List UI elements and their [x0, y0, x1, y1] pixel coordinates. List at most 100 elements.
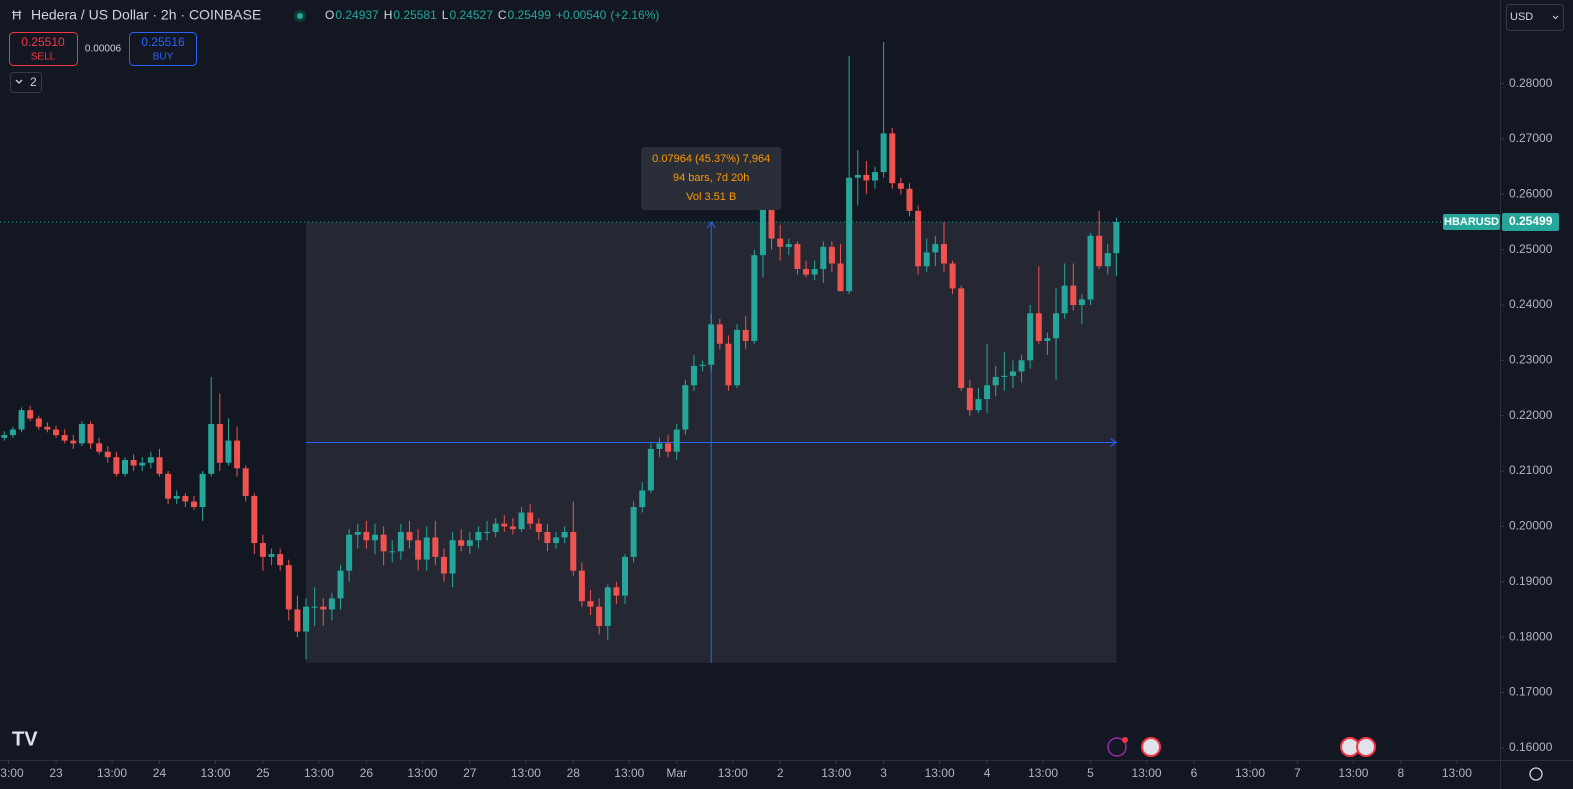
candle-body: [139, 462, 146, 466]
candle-body: [70, 440, 77, 444]
candle-body: [18, 410, 25, 430]
candle-body: [1009, 371, 1016, 376]
candle-body: [1070, 285, 1077, 305]
event-badge: [1122, 737, 1128, 743]
candle-body: [949, 263, 956, 289]
candle-body: [122, 459, 128, 474]
symbol-tag-label: HBARUSD: [1444, 216, 1499, 228]
candle-body: [35, 418, 42, 427]
x-tick-label: 13:00: [1338, 766, 1368, 780]
price-tag-label: 0.25499: [1509, 214, 1553, 228]
ohlc-value: 0.25499: [508, 8, 552, 22]
ohlc-label: H: [384, 8, 393, 22]
y-tick-label: 0.21000: [1509, 463, 1553, 477]
candle-body: [147, 457, 154, 463]
candle-body: [578, 570, 585, 602]
candle-body: [1053, 313, 1060, 339]
event-icon[interactable]: [1107, 737, 1127, 757]
candle-body: [846, 177, 853, 292]
candle-body: [484, 531, 491, 533]
candle-body: [854, 174, 861, 178]
candle-body: [1078, 299, 1085, 305]
candle-body: [897, 183, 904, 189]
candle-body: [759, 180, 766, 256]
y-tick-label: 0.18000: [1509, 629, 1553, 643]
candle-body: [9, 429, 16, 436]
candle-body: [527, 512, 534, 524]
candle-body: [96, 443, 103, 452]
candle-body: [234, 440, 241, 469]
measure-tooltip: [641, 147, 782, 211]
buy-label[interactable]: BUY: [153, 52, 174, 63]
x-tick-label: 13:00: [304, 766, 334, 780]
candle-body: [492, 523, 499, 532]
candle-body: [656, 443, 663, 449]
candle-body: [251, 495, 258, 544]
candle-body: [440, 556, 447, 574]
y-tick-label: 0.19000: [1509, 574, 1553, 588]
candle-body: [78, 424, 85, 444]
candle-body: [449, 540, 456, 574]
y-tick-label: 0.24000: [1509, 297, 1553, 311]
sell-button[interactable]: [9, 32, 78, 66]
candle-body: [268, 554, 275, 557]
currency[interactable]: USD: [1510, 11, 1533, 23]
candle-body: [1018, 360, 1025, 372]
candle-body: [208, 424, 215, 474]
buy-button[interactable]: [129, 32, 197, 66]
candle-body: [354, 531, 361, 535]
candle-body: [613, 587, 620, 596]
candle-body: [303, 606, 310, 632]
x-tick-label: 6: [1191, 766, 1198, 780]
candle-body: [1113, 222, 1120, 254]
x-tick-label: 13:00: [614, 766, 644, 780]
event-icon[interactable]: [1141, 737, 1161, 757]
candle-body: [1001, 375, 1008, 377]
symbol-title[interactable]: Hedera / US Dollar · 2h · COINBASE: [31, 7, 261, 23]
event-icon[interactable]: [1356, 737, 1376, 757]
candle-body: [337, 570, 344, 599]
x-tick-label: 13:00: [821, 766, 851, 780]
sell-label[interactable]: SELL: [31, 52, 56, 63]
y-tick-label: 0.16000: [1509, 740, 1553, 754]
candle-body: [837, 263, 844, 292]
candle-body: [432, 537, 439, 557]
y-tick-label: 0.23000: [1509, 353, 1553, 367]
arrow-head: [706, 221, 716, 229]
x-tick-label: 7: [1294, 766, 1301, 780]
candle-body: [363, 531, 370, 541]
x-tick-label: 13:00: [97, 766, 127, 780]
candle-body: [811, 269, 818, 275]
settings-icon[interactable]: [1529, 767, 1543, 781]
candle-body: [311, 606, 318, 608]
indicators-toggle[interactable]: [10, 72, 42, 93]
y-tick-label: 0.26000: [1509, 186, 1553, 200]
buy-price[interactable]: 0.25516: [141, 35, 185, 49]
candle-body: [725, 343, 732, 386]
candle-body: [794, 244, 801, 270]
tradingview-logo[interactable]: TV: [12, 728, 38, 750]
candle-body: [561, 531, 568, 538]
candle-body: [182, 495, 189, 502]
indicators-count[interactable]: 2: [30, 75, 37, 89]
candle-body: [665, 443, 672, 452]
candle-body: [682, 385, 689, 430]
sell-price[interactable]: 0.25510: [21, 35, 65, 49]
x-tick-label: 13:00: [1028, 766, 1058, 780]
candle-body: [820, 246, 827, 270]
x-tick-label: 13:00: [511, 766, 541, 780]
candle-body: [906, 188, 913, 211]
x-tick-label: 13:00: [201, 766, 231, 780]
currency-select[interactable]: [1506, 4, 1564, 31]
candle-body: [630, 507, 637, 557]
x-tick-label: 4: [984, 766, 991, 780]
change-percent: (+2.16%): [610, 8, 659, 22]
ohlc-value: 0.24527: [449, 8, 493, 22]
candle-body: [923, 252, 930, 267]
candle-body: [216, 424, 223, 463]
x-tick-label: 13:00: [718, 766, 748, 780]
market-status-dot: [297, 13, 303, 19]
measure-volume: Vol 3.51 B: [686, 191, 736, 203]
